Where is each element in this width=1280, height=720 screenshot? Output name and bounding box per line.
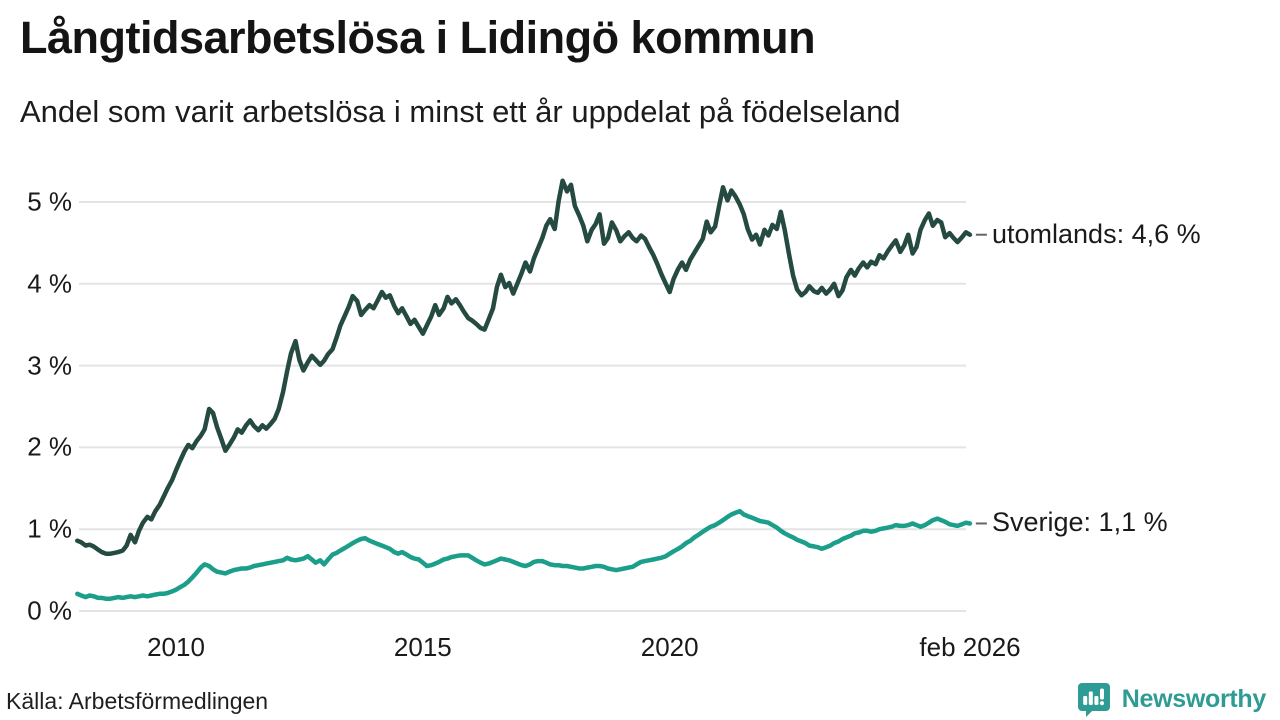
source-note: Källa: Arbetsförmedlingen	[6, 688, 269, 714]
x-tick-label: 2020	[640, 632, 699, 662]
y-tick-label: 5 %	[27, 186, 72, 217]
x-tick-label: 2010	[147, 632, 205, 662]
chart-subtitle: Andel som varit arbetslösa i minst ett å…	[20, 94, 901, 129]
newsworthy-icon	[1077, 683, 1110, 717]
series-label-utomlands: utomlands: 4,6 %	[992, 218, 1201, 249]
y-tick-label: 2 %	[27, 431, 72, 462]
end-label-dashes	[975, 233, 987, 525]
y-tick-label: 0 %	[27, 595, 72, 626]
gridlines	[79, 201, 966, 612]
y-tick-label: 4 %	[27, 268, 72, 299]
brand-name: Newsworthy	[1121, 684, 1267, 713]
y-tick-label: 3 %	[27, 350, 72, 381]
series-line-utomlands	[75, 178, 973, 556]
x-tick-label: 2015	[393, 632, 452, 662]
series-label-sverige: Sverige: 1,1 %	[992, 507, 1168, 538]
brand-logo: Newsworthy	[1075, 680, 1266, 718]
series-line-Sverige	[75, 508, 973, 601]
page-title: Långtidsarbetslösa i Lidingö kommun	[20, 12, 816, 63]
y-tick-label: 1 %	[27, 513, 72, 544]
x-tick-label: feb 2026	[919, 632, 1021, 662]
series-lines	[75, 178, 973, 601]
